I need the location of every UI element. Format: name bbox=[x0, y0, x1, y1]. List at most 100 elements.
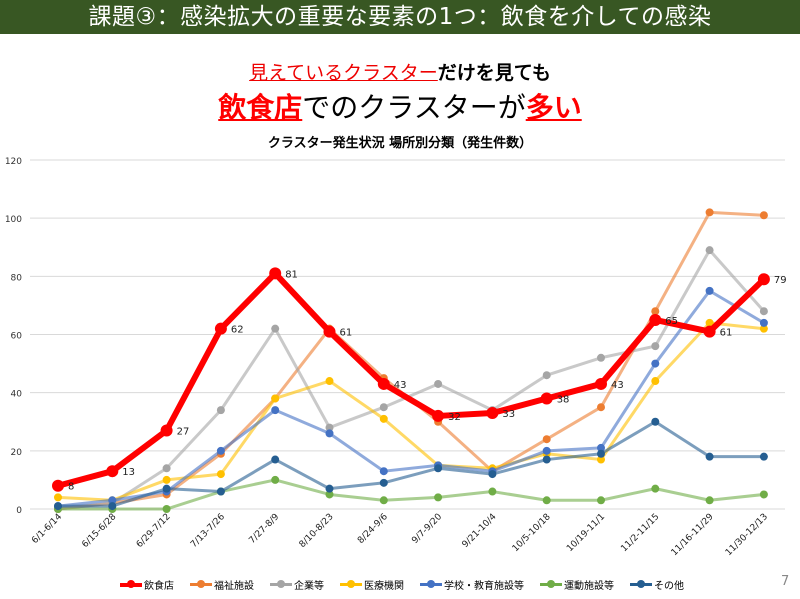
data-label: 32 bbox=[448, 412, 461, 423]
data-point bbox=[216, 487, 225, 496]
page-number: 7 bbox=[781, 574, 790, 589]
legend-label: 学校・教育施設等 bbox=[444, 581, 524, 592]
data-point bbox=[542, 455, 551, 464]
data-point bbox=[216, 470, 225, 479]
data-point bbox=[323, 325, 336, 338]
data-label: 38 bbox=[557, 394, 570, 405]
legend-item: 飲食店 bbox=[120, 577, 174, 592]
legend-swatch bbox=[270, 580, 292, 588]
data-point bbox=[325, 490, 334, 499]
data-point bbox=[597, 443, 605, 452]
data-point bbox=[597, 449, 605, 458]
x-tick-label: 6/15-6/28 bbox=[80, 512, 118, 550]
data-point bbox=[651, 377, 660, 386]
y-tick-label: 60 bbox=[11, 332, 23, 342]
series-line bbox=[57, 248, 766, 511]
data-point bbox=[651, 417, 660, 426]
legend-label: 飲食店 bbox=[144, 581, 174, 592]
data-point bbox=[757, 273, 770, 286]
data-point bbox=[651, 307, 660, 316]
data-label: 79 bbox=[774, 275, 787, 286]
data-point bbox=[705, 318, 714, 327]
x-tick-label: 7/13-7/26 bbox=[189, 512, 227, 550]
data-point bbox=[705, 452, 714, 461]
data-point bbox=[162, 475, 171, 484]
data-point bbox=[216, 446, 225, 455]
legend-swatch bbox=[340, 580, 362, 588]
legend-item: 企業等 bbox=[270, 577, 324, 592]
data-point bbox=[542, 435, 551, 444]
data-label: 61 bbox=[340, 328, 353, 339]
data-label: 65 bbox=[665, 316, 678, 327]
data-point bbox=[434, 464, 443, 473]
headline-text: でのクラスターが bbox=[302, 91, 526, 124]
legend-swatch bbox=[120, 579, 142, 588]
x-tick-label: 9/21-10/4 bbox=[461, 512, 499, 550]
data-point bbox=[597, 353, 605, 362]
data-point bbox=[162, 484, 171, 493]
data-label: 43 bbox=[394, 380, 407, 391]
data-point bbox=[379, 467, 388, 476]
data-point bbox=[162, 505, 171, 513]
legend-label: 運動施設等 bbox=[564, 581, 614, 592]
legend-item: 運動施設等 bbox=[540, 577, 614, 592]
legend-swatch bbox=[630, 580, 652, 588]
data-point bbox=[379, 478, 388, 487]
legend-item: 福祉施設 bbox=[190, 577, 254, 592]
data-point bbox=[271, 394, 280, 403]
series-line bbox=[58, 420, 764, 508]
headline-line1: 見えているクラスターだけを見ても bbox=[0, 58, 800, 85]
legend-swatch bbox=[190, 580, 212, 588]
data-point bbox=[651, 359, 660, 368]
data-point bbox=[759, 211, 768, 220]
data-point bbox=[542, 371, 551, 380]
x-tick-label: 11/16-11/29 bbox=[670, 512, 716, 558]
chart-legend: 飲食店 福祉施設 企業等 医療機関 学校・教育施設等 運動施設等 その他 bbox=[120, 577, 684, 592]
y-tick-label: 40 bbox=[11, 390, 23, 400]
x-tick-label: 10/19-11/1 bbox=[565, 512, 607, 554]
data-point bbox=[271, 324, 280, 333]
data-point bbox=[325, 484, 334, 493]
y-tick-label: 80 bbox=[11, 273, 23, 283]
headline-emphasis-restaurant: 飲食店 bbox=[218, 91, 303, 124]
data-point bbox=[488, 470, 497, 479]
data-point bbox=[597, 403, 605, 412]
data-point bbox=[486, 407, 499, 420]
x-tick-label: 11/2-11/15 bbox=[619, 512, 661, 554]
data-point bbox=[759, 307, 768, 316]
data-label: 62 bbox=[231, 325, 244, 336]
data-point bbox=[705, 246, 714, 255]
legend-item: 学校・教育施設等 bbox=[420, 577, 524, 592]
data-point bbox=[108, 502, 117, 511]
series-line bbox=[57, 289, 765, 508]
headline-text: だけを見ても bbox=[437, 62, 551, 84]
data-point bbox=[379, 496, 388, 505]
data-point bbox=[542, 496, 551, 505]
data-point bbox=[542, 446, 551, 455]
data-point bbox=[162, 464, 171, 473]
data-point bbox=[379, 414, 388, 423]
data-point bbox=[54, 493, 62, 502]
data-point bbox=[759, 452, 768, 461]
data-label: 13 bbox=[122, 467, 135, 478]
data-point bbox=[325, 423, 334, 432]
data-label: 27 bbox=[177, 426, 190, 437]
data-point bbox=[705, 496, 714, 505]
data-point bbox=[432, 409, 445, 422]
data-point bbox=[597, 496, 605, 505]
x-tick-label: 6/29-7/12 bbox=[135, 512, 173, 550]
data-point bbox=[271, 475, 280, 484]
data-label: 61 bbox=[720, 328, 733, 339]
legend-label: 福祉施設 bbox=[214, 581, 254, 592]
x-tick-label: 10/5-10/18 bbox=[511, 512, 553, 554]
data-label: 43 bbox=[611, 380, 624, 391]
x-tick-label: 7/27-8/9 bbox=[247, 512, 281, 546]
data-point bbox=[216, 406, 225, 415]
data-point bbox=[325, 429, 334, 438]
data-point bbox=[705, 208, 714, 217]
data-point bbox=[106, 465, 119, 478]
data-point bbox=[759, 490, 768, 499]
data-point bbox=[540, 392, 553, 405]
